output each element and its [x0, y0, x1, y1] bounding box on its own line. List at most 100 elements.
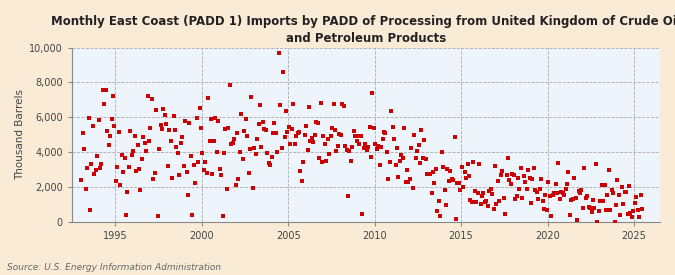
Point — [249, 145, 260, 150]
Point — [409, 132, 420, 137]
Point — [379, 130, 389, 135]
Point — [622, 212, 633, 216]
Point — [569, 176, 580, 181]
Point — [521, 187, 532, 192]
Point — [134, 167, 144, 171]
Point — [573, 189, 584, 194]
Point — [158, 107, 169, 111]
Point — [144, 139, 155, 143]
Point — [259, 127, 270, 132]
Point — [540, 193, 551, 197]
Point — [493, 178, 504, 183]
Point — [219, 150, 230, 155]
Point — [282, 130, 293, 134]
Point — [84, 208, 95, 212]
Point — [413, 143, 424, 147]
Point — [177, 134, 188, 139]
Point — [468, 160, 479, 164]
Point — [86, 162, 97, 167]
Point — [396, 152, 406, 157]
Point — [194, 106, 205, 111]
Point — [181, 170, 192, 174]
Point — [369, 126, 379, 130]
Point — [273, 51, 284, 55]
Point — [593, 209, 604, 213]
Point — [105, 134, 115, 139]
Point — [423, 172, 434, 176]
Point — [628, 209, 639, 213]
Point — [154, 146, 165, 151]
Point — [537, 199, 548, 204]
Point — [357, 212, 368, 217]
Point — [612, 178, 623, 182]
Point — [176, 141, 186, 145]
Point — [362, 145, 373, 150]
Point — [192, 160, 203, 164]
Point — [445, 169, 456, 174]
Point — [563, 170, 574, 174]
Point — [450, 135, 460, 139]
Point — [389, 137, 400, 141]
Point — [337, 102, 348, 106]
Point — [269, 121, 280, 125]
Point — [576, 188, 587, 192]
Point — [615, 213, 626, 217]
Point — [129, 133, 140, 138]
Point — [443, 179, 454, 183]
Point — [338, 104, 349, 108]
Point — [534, 187, 545, 191]
Point — [635, 193, 646, 197]
Point — [188, 163, 199, 167]
Point — [402, 168, 412, 172]
Point — [459, 170, 470, 174]
Point — [610, 219, 620, 224]
Point — [472, 191, 483, 195]
Point — [226, 142, 237, 146]
Point — [608, 191, 618, 195]
Point — [180, 119, 190, 123]
Point — [263, 161, 274, 165]
Point — [117, 169, 128, 174]
Point — [331, 148, 342, 153]
Text: Source: U.S. Energy Information Administration: Source: U.S. Energy Information Administ… — [7, 263, 221, 272]
Point — [456, 164, 467, 169]
Point — [351, 139, 362, 143]
Point — [161, 122, 171, 127]
Point — [187, 213, 198, 217]
Point — [168, 114, 179, 118]
Point — [506, 182, 516, 186]
Point — [288, 102, 298, 106]
Point — [277, 70, 288, 74]
Point — [380, 131, 391, 135]
Point — [252, 136, 263, 141]
Point — [323, 137, 333, 141]
Point — [522, 168, 533, 173]
Point — [549, 191, 560, 195]
Point — [377, 137, 388, 141]
Point — [361, 148, 372, 152]
Point — [145, 126, 156, 130]
Point — [142, 94, 153, 98]
Point — [400, 180, 411, 184]
Point — [182, 193, 193, 197]
Point — [344, 149, 355, 153]
Point — [148, 177, 159, 181]
Point — [419, 138, 430, 142]
Point — [554, 196, 565, 201]
Point — [153, 214, 163, 218]
Point — [629, 201, 640, 205]
Point — [366, 154, 377, 159]
Point — [299, 133, 310, 137]
Point — [121, 213, 132, 218]
Point — [491, 202, 502, 207]
Point — [308, 140, 319, 145]
Point — [616, 185, 627, 189]
Point — [256, 145, 267, 149]
Point — [186, 154, 196, 158]
Point — [465, 198, 476, 202]
Point — [462, 162, 473, 166]
Point — [381, 150, 392, 155]
Point — [272, 150, 283, 155]
Point — [319, 142, 330, 146]
Point — [556, 190, 567, 194]
